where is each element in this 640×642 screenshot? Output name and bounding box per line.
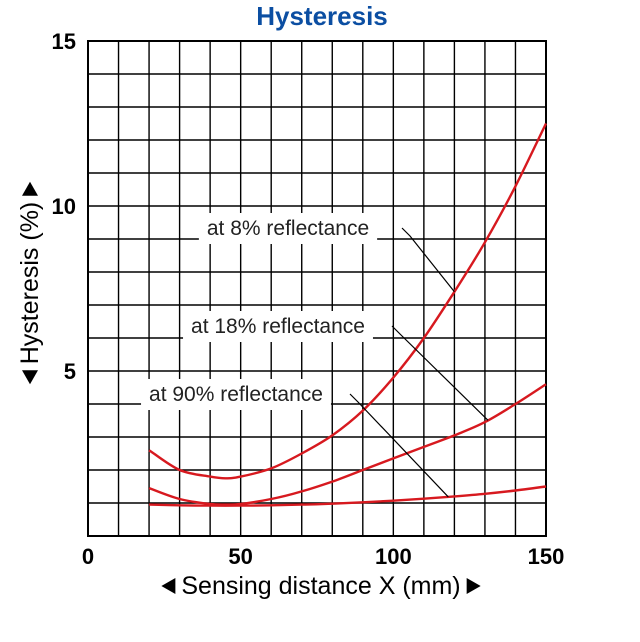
- plot-frame: [87, 40, 547, 537]
- tick-labels: 0 50 100 150 5 10 15: [52, 29, 565, 569]
- annotation-label: at 8% reflectance: [207, 217, 369, 240]
- annotation-label: at 90% reflectance: [149, 383, 323, 406]
- series-line-1: [148, 122, 548, 480]
- arrow-right-icon: [466, 578, 481, 594]
- x-axis-title: Sensing distance X (mm): [181, 572, 460, 600]
- x-tick-label: 0: [82, 544, 94, 569]
- annotation-label: at 18% reflectance: [191, 315, 365, 338]
- y-tick-label: 15: [52, 29, 76, 54]
- x-tick-label: 50: [228, 544, 252, 569]
- annotation-label-background: [183, 311, 373, 342]
- y-axis-title: Hysteresis (%): [16, 202, 44, 365]
- chart-title: Hysteresis: [256, 1, 388, 31]
- x-axis-label: Sensing distance X (mm): [161, 572, 481, 600]
- annotation-leader-line: [401, 227, 455, 293]
- annotation-layer: at 8% reflectance at 18% reflectance at 90…: [141, 213, 489, 498]
- annotation-label-background: [198, 213, 378, 244]
- x-tick-label: 100: [375, 544, 412, 569]
- y-tick-label: 10: [52, 194, 76, 219]
- arrow-down-icon: [22, 370, 38, 385]
- y-tick-label: 5: [64, 359, 76, 384]
- grid: [88, 41, 546, 536]
- annotation-leader-line: [349, 393, 449, 498]
- series-line-3: [149, 485, 547, 507]
- series-layer: [148, 122, 548, 507]
- annotation-label-background: [141, 379, 331, 410]
- annotation-leader-line: [391, 325, 489, 421]
- y-axis-label: Hysteresis (%): [16, 181, 44, 385]
- arrow-left-icon: [161, 578, 176, 594]
- arrow-up-icon: [22, 181, 38, 196]
- x-tick-label: 150: [528, 544, 565, 569]
